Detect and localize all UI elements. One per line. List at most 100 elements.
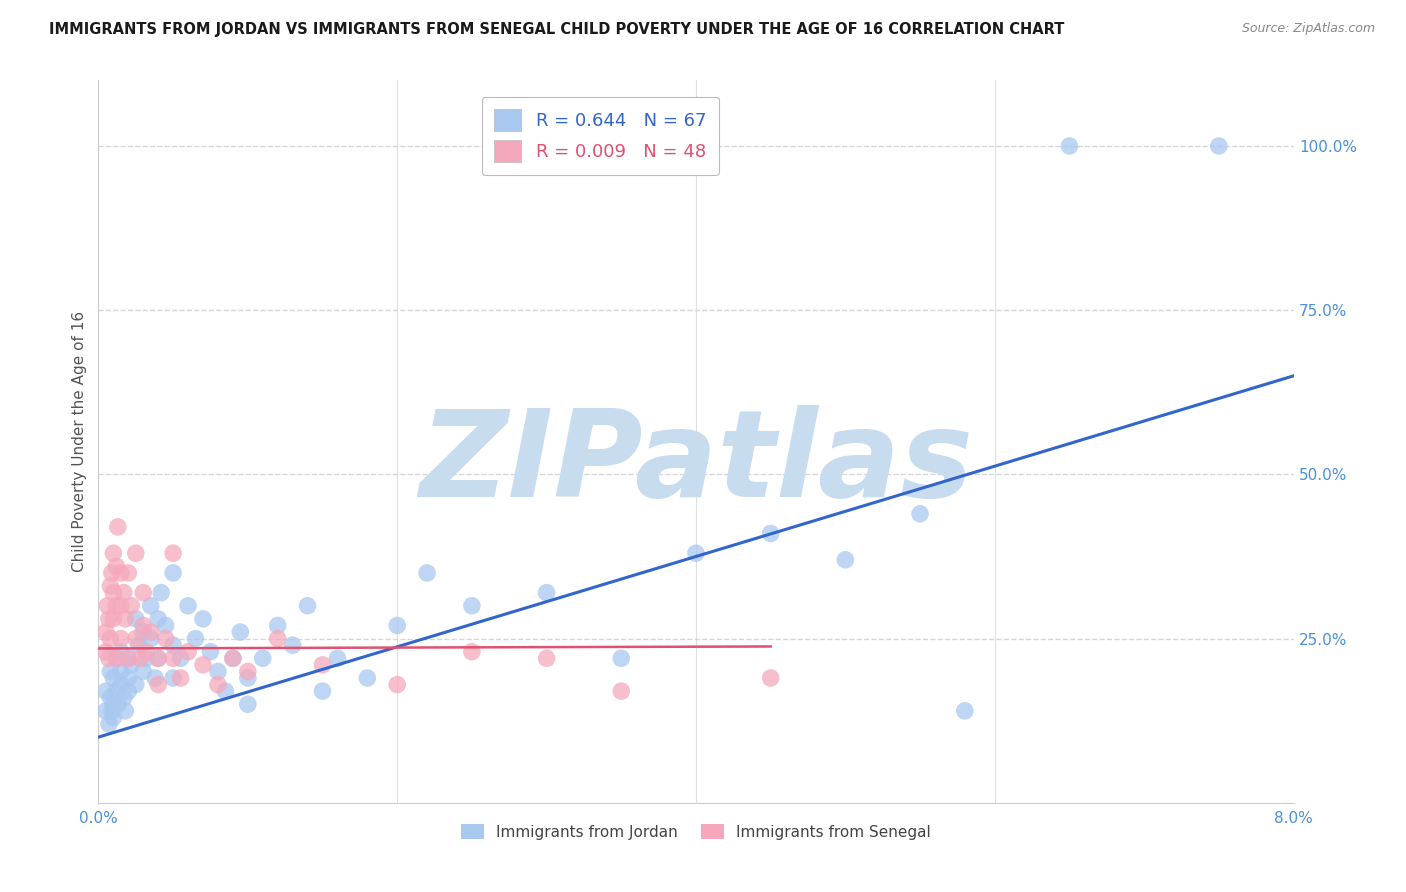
- Point: [135, 651, 157, 665]
- Point: [94, 684, 117, 698]
- Point: [94, 704, 117, 718]
- Point: [105, 599, 128, 613]
- Point: [169, 651, 191, 665]
- Point: [1059, 139, 1081, 153]
- Point: [97, 717, 120, 731]
- Point: [98, 665, 122, 679]
- Point: [207, 677, 229, 691]
- Point: [117, 566, 139, 580]
- Point: [536, 585, 558, 599]
- Point: [135, 645, 157, 659]
- Point: [117, 651, 139, 665]
- Point: [267, 618, 290, 632]
- Point: [908, 507, 931, 521]
- Point: [107, 520, 129, 534]
- Point: [385, 618, 409, 632]
- Point: [96, 599, 118, 613]
- Point: [132, 618, 155, 632]
- Point: [311, 684, 333, 698]
- Point: [326, 651, 349, 665]
- Point: [207, 665, 229, 679]
- Point: [236, 671, 259, 685]
- Point: [94, 645, 117, 659]
- Point: [953, 704, 976, 718]
- Point: [229, 625, 252, 640]
- Point: [162, 638, 184, 652]
- Point: [103, 698, 125, 712]
- Point: [112, 690, 135, 705]
- Point: [128, 638, 150, 652]
- Point: [112, 585, 135, 599]
- Point: [105, 559, 128, 574]
- Point: [98, 690, 122, 705]
- Point: [103, 585, 125, 599]
- Point: [117, 671, 139, 685]
- Point: [110, 566, 132, 580]
- Point: [297, 599, 319, 613]
- Point: [214, 684, 236, 698]
- Point: [125, 612, 148, 626]
- Point: [110, 645, 132, 659]
- Point: [162, 651, 184, 665]
- Text: Source: ZipAtlas.com: Source: ZipAtlas.com: [1241, 22, 1375, 36]
- Point: [834, 553, 856, 567]
- Point: [101, 704, 124, 718]
- Point: [610, 651, 633, 665]
- Point: [385, 677, 409, 691]
- Point: [155, 632, 177, 646]
- Point: [105, 684, 128, 698]
- Point: [120, 657, 142, 672]
- Point: [117, 684, 139, 698]
- Point: [356, 671, 378, 685]
- Point: [610, 684, 633, 698]
- Point: [461, 645, 484, 659]
- Point: [110, 632, 132, 646]
- Point: [107, 651, 129, 665]
- Point: [162, 566, 184, 580]
- Point: [132, 585, 155, 599]
- Point: [759, 526, 782, 541]
- Point: [107, 698, 129, 712]
- Point: [139, 632, 162, 646]
- Point: [685, 546, 707, 560]
- Point: [101, 566, 124, 580]
- Point: [98, 579, 122, 593]
- Point: [252, 651, 274, 665]
- Point: [191, 612, 214, 626]
- Point: [177, 599, 200, 613]
- Point: [169, 671, 191, 685]
- Point: [148, 651, 170, 665]
- Point: [105, 651, 128, 665]
- Point: [416, 566, 439, 580]
- Point: [110, 677, 132, 691]
- Point: [267, 632, 290, 646]
- Point: [110, 599, 132, 613]
- Point: [125, 632, 148, 646]
- Point: [222, 651, 245, 665]
- Point: [143, 671, 166, 685]
- Point: [177, 645, 200, 659]
- Point: [103, 710, 125, 724]
- Point: [148, 651, 170, 665]
- Point: [114, 612, 136, 626]
- Point: [281, 638, 304, 652]
- Point: [162, 671, 184, 685]
- Point: [129, 651, 152, 665]
- Point: [1208, 139, 1230, 153]
- Text: ZIPatlas: ZIPatlas: [419, 405, 973, 522]
- Point: [117, 651, 139, 665]
- Point: [536, 651, 558, 665]
- Point: [236, 665, 259, 679]
- Point: [200, 645, 222, 659]
- Point: [132, 665, 155, 679]
- Point: [150, 585, 173, 599]
- Point: [311, 657, 333, 672]
- Point: [132, 625, 155, 640]
- Point: [148, 677, 170, 691]
- Point: [155, 618, 177, 632]
- Point: [162, 546, 184, 560]
- Point: [125, 546, 148, 560]
- Text: IMMIGRANTS FROM JORDAN VS IMMIGRANTS FROM SENEGAL CHILD POVERTY UNDER THE AGE OF: IMMIGRANTS FROM JORDAN VS IMMIGRANTS FRO…: [49, 22, 1064, 37]
- Point: [139, 599, 162, 613]
- Point: [97, 612, 120, 626]
